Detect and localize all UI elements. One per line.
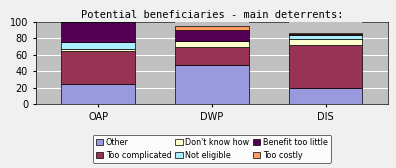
Bar bbox=[289, 33, 362, 34]
Bar bbox=[61, 22, 135, 43]
Bar bbox=[61, 84, 135, 104]
Bar bbox=[175, 22, 249, 26]
Bar bbox=[61, 51, 135, 84]
Bar bbox=[289, 39, 362, 45]
Bar bbox=[175, 30, 249, 41]
Bar bbox=[289, 88, 362, 104]
Bar bbox=[289, 45, 362, 88]
Bar bbox=[175, 26, 249, 30]
Bar bbox=[289, 22, 362, 33]
Bar bbox=[175, 41, 249, 47]
Bar bbox=[175, 47, 249, 66]
Legend: Other, Too complicated, Don't know how, Not eligible, Benefit too little, Too co: Other, Too complicated, Don't know how, … bbox=[93, 135, 331, 163]
Title: Potential beneficiaries - main deterrents:: Potential beneficiaries - main deterrent… bbox=[81, 10, 343, 20]
Bar bbox=[289, 35, 362, 39]
Bar bbox=[61, 49, 135, 51]
Bar bbox=[175, 66, 249, 104]
Bar bbox=[289, 34, 362, 35]
Bar bbox=[61, 43, 135, 49]
